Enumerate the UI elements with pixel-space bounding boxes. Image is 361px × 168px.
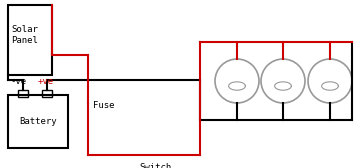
Bar [18, 90, 28, 97]
Circle shape [308, 59, 352, 103]
Text: -ve: -ve [10, 77, 26, 86]
Bar [42, 90, 52, 97]
Text: Battery: Battery [19, 117, 57, 126]
Bar [8, 5, 52, 75]
Circle shape [215, 59, 259, 103]
Text: Solar
Panel: Solar Panel [11, 25, 38, 45]
Text: +ve: +ve [38, 77, 54, 86]
Bar [8, 95, 68, 148]
Text: Fuse: Fuse [93, 100, 114, 110]
Text: Switch: Switch [139, 163, 171, 168]
Circle shape [261, 59, 305, 103]
